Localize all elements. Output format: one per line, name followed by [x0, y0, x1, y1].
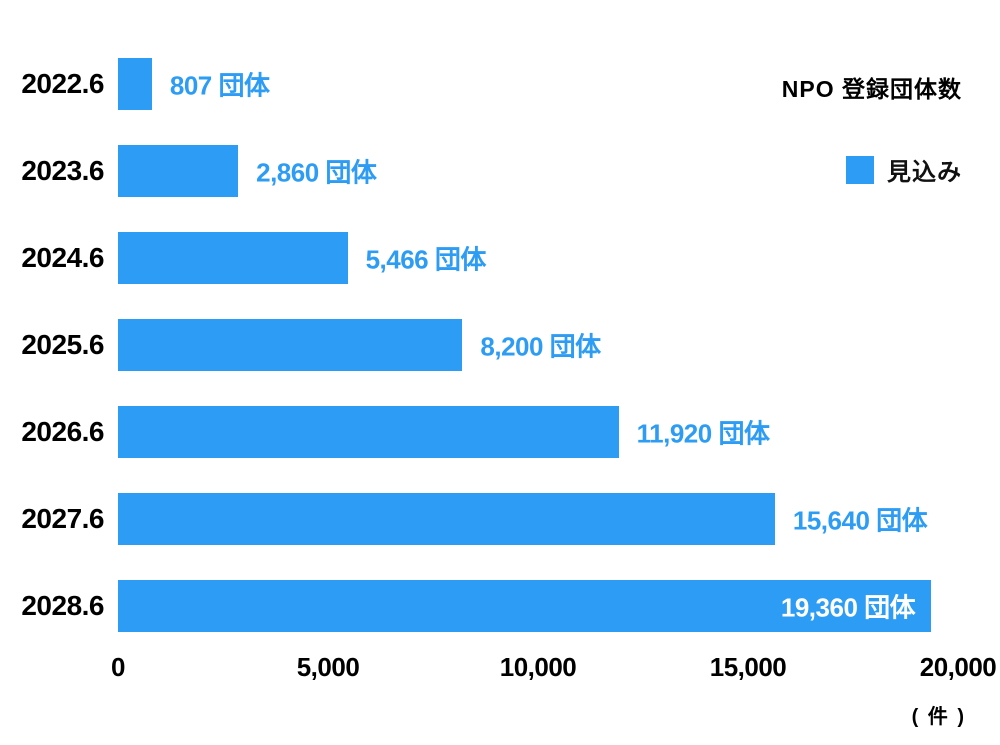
bar-track: 15,640 団体 — [118, 492, 958, 545]
chart-rows: 2022.6 807 団体 2023.6 2,860 団体 2024.6 5,466 団体… — [0, 40, 1000, 649]
bar-value-label: 5,466 団体 — [365, 244, 487, 274]
bar-value-label: 19,360 団体 — [780, 592, 916, 622]
y-axis-label: 2026.6 — [21, 415, 104, 447]
y-axis-label: 2028.6 — [21, 589, 104, 621]
bar-value-label: 807 団体 — [169, 70, 270, 100]
bar — [118, 405, 619, 458]
x-axis-tick-label: 0 — [111, 652, 125, 682]
y-axis-label: 2025.6 — [21, 328, 104, 360]
chart-legend: 見込み — [846, 152, 962, 187]
bar-row: 2023.6 2,860 団体 — [0, 127, 1000, 214]
bar-track: 807 団体 — [118, 57, 958, 110]
bar-value-label: 2,860 団体 — [256, 157, 377, 187]
y-axis-label: 2027.6 — [21, 502, 104, 534]
bar-row: 2024.6 5,466 団体 — [0, 214, 1000, 301]
y-axis-label: 2023.6 — [21, 154, 104, 186]
x-axis: 0 5,000 10,000 15,000 20,000 — [111, 652, 997, 686]
x-axis-tick-label: 5,000 — [296, 652, 360, 682]
bar-track: 5,466 団体 — [118, 231, 958, 284]
bar-row: 2027.6 15,640 団体 — [0, 475, 1000, 562]
legend-label: 見込み — [887, 159, 962, 186]
bar — [118, 318, 463, 371]
bar — [118, 231, 348, 284]
bar-row: 2028.6 19,360 団体 — [0, 562, 1000, 649]
y-axis-label: 2022.6 — [21, 67, 104, 99]
bar-row: 2022.6 807 団体 — [0, 40, 1000, 127]
bar-row: 2026.6 11,920 団体 — [0, 388, 1000, 475]
bar-value-label: 11,920 団体 — [636, 418, 770, 448]
bar — [118, 57, 152, 110]
bar — [118, 144, 239, 197]
bar-track: 2,860 団体 — [118, 144, 958, 197]
bar — [118, 492, 775, 545]
bar-value-label: 8,200 団体 — [480, 331, 601, 361]
bar-row: 2025.6 8,200 団体 — [0, 301, 1000, 388]
chart-title: NPO 登録団体数 — [781, 76, 962, 102]
x-axis-unit-label: ( 件 ) — [911, 706, 966, 728]
legend-swatch-icon — [846, 155, 874, 184]
bar-track: 11,920 団体 — [118, 405, 958, 458]
x-axis-tick-label: 10,000 — [499, 652, 577, 682]
bar-value-label: 15,640 団体 — [792, 505, 928, 535]
bar — [118, 579, 932, 632]
y-axis-label: 2024.6 — [21, 241, 104, 273]
x-axis-tick-label: 15,000 — [709, 652, 787, 682]
bar-track: 8,200 団体 — [118, 318, 958, 371]
bar-track: 19,360 団体 — [118, 579, 958, 632]
x-axis-tick-label: 20,000 — [919, 652, 997, 682]
